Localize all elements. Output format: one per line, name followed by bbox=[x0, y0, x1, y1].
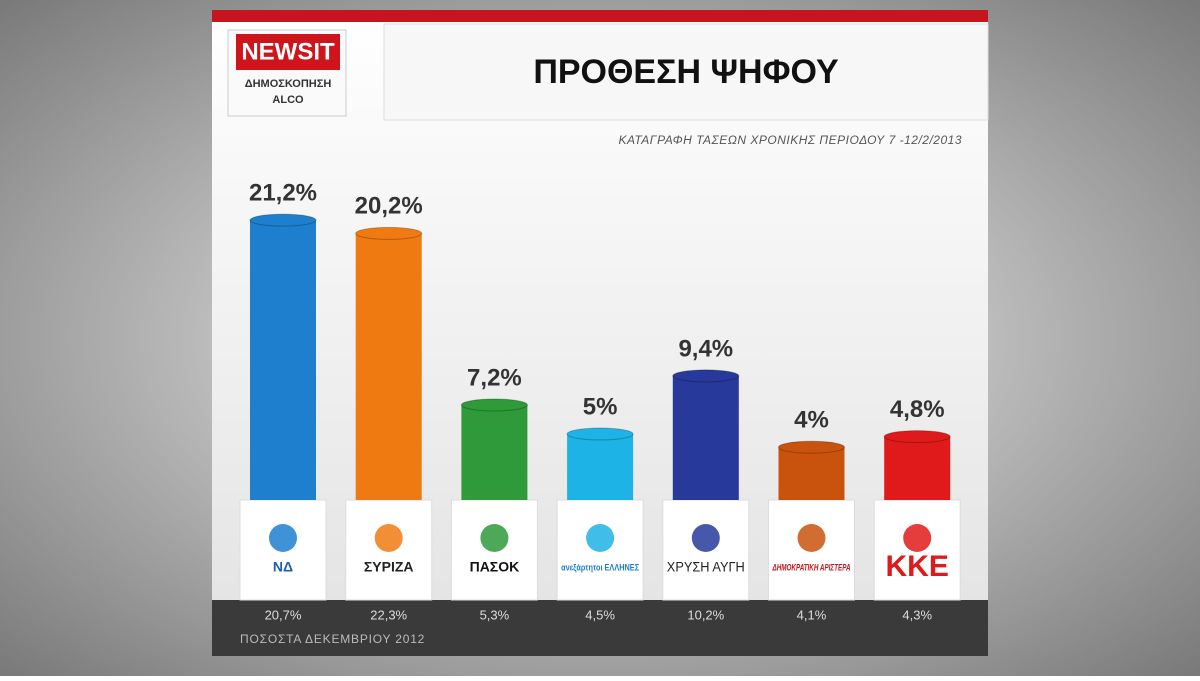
bar-top bbox=[460, 398, 528, 412]
bar-top bbox=[672, 369, 740, 383]
december-value: 20,7% bbox=[265, 607, 302, 622]
party-name: ΧΡΥΣΗ ΑΥΓΗ bbox=[667, 559, 745, 575]
party-emblem bbox=[586, 524, 615, 552]
footer-strip bbox=[212, 600, 988, 656]
bar-top bbox=[249, 213, 317, 227]
party-name: ΔΗΜΟΚΡΑΤΙΚΗ ΑΡΙΣΤΕΡΑ bbox=[772, 562, 851, 572]
value-label: 5% bbox=[583, 393, 618, 420]
bar-top bbox=[566, 427, 634, 441]
december-value: 22,3% bbox=[370, 607, 407, 622]
bar bbox=[884, 436, 951, 500]
party-emblem bbox=[691, 524, 720, 552]
bar bbox=[778, 447, 845, 500]
party-emblem bbox=[797, 524, 826, 552]
december-value: 4,5% bbox=[585, 607, 615, 622]
party-emblem bbox=[903, 524, 932, 552]
logo: NEWSIT bbox=[241, 38, 335, 65]
party-emblem bbox=[480, 524, 509, 552]
december-value: 5,3% bbox=[480, 607, 510, 622]
party-name: ΣΥΡΙΖΑ bbox=[364, 559, 414, 575]
logo-bg bbox=[236, 34, 340, 70]
pollster: ALCO bbox=[272, 94, 304, 106]
bar bbox=[672, 375, 739, 500]
bar bbox=[355, 233, 422, 501]
value-label: 4,8% bbox=[890, 396, 945, 423]
bar-top bbox=[883, 430, 951, 444]
chart-title: ΠΡΟΘΕΣΗ ΨΗΦΟΥ bbox=[533, 53, 839, 91]
value-label: 21,2% bbox=[249, 180, 317, 207]
december-value: 10,2% bbox=[687, 607, 724, 622]
bar bbox=[250, 220, 316, 500]
value-label: 7,2% bbox=[467, 364, 522, 391]
value-label: 9,4% bbox=[678, 335, 733, 362]
party-name: ΠΑΣΟΚ bbox=[470, 559, 520, 575]
bar-top bbox=[355, 226, 423, 240]
party-emblem bbox=[269, 524, 297, 552]
december-value: 4,1% bbox=[797, 607, 827, 622]
party-name: ΝΔ bbox=[273, 559, 293, 575]
logo-sub: ΔΗΜΟΣΚΟΠΗΣΗ bbox=[245, 78, 332, 90]
value-label: 4% bbox=[794, 407, 829, 434]
top-bar bbox=[212, 10, 988, 22]
title-box bbox=[383, 23, 989, 121]
december-value: 4,3% bbox=[902, 607, 932, 622]
party-name: ΚΚΕ bbox=[886, 550, 949, 583]
subtitle: ΚΑΤΑΓΡΑΦΗ ΤΑΣΕΩΝ ΧΡΟΝΙΚΗΣ ΠΕΡΙΟΔΟΥ 7 -12… bbox=[619, 133, 962, 147]
footer-note: ΠΟΣΟΣΤΑ ΔΕΚΕΜΒΡΙΟΥ 2012 bbox=[240, 632, 425, 646]
bar bbox=[461, 404, 528, 500]
bar-top bbox=[778, 440, 845, 454]
value-label: 20,2% bbox=[355, 193, 423, 220]
party-emblem bbox=[374, 524, 403, 552]
bar bbox=[567, 434, 634, 500]
party-name: ανεξάρτητοι ΕΛΛΗΝΕΣ bbox=[561, 562, 639, 572]
